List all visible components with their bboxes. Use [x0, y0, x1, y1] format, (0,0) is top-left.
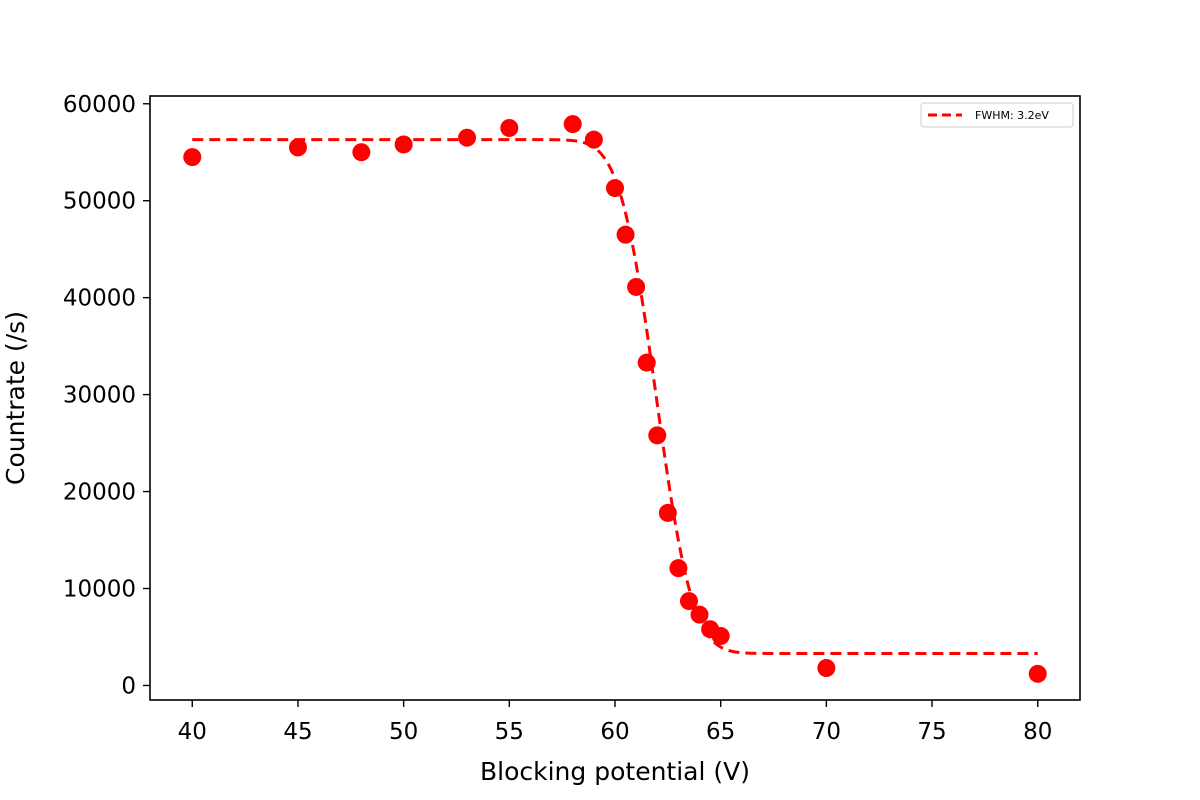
data-point: [563, 115, 582, 134]
x-tick-label: 45: [283, 719, 312, 745]
y-tick-label: 0: [121, 673, 136, 699]
data-point: [458, 128, 477, 147]
data-point: [669, 559, 688, 578]
x-tick-label: 75: [917, 719, 946, 745]
legend: FWHM: 3.2eV: [920, 102, 1074, 128]
data-point: [690, 605, 709, 624]
data-point: [711, 627, 730, 646]
y-tick-label: 50000: [63, 189, 136, 215]
fit-curve: [192, 138, 1038, 655]
data-point: [817, 659, 836, 678]
legend-entry-fit: FWHM: 3.2eV: [975, 109, 1049, 122]
data-point: [288, 138, 307, 157]
y-axis-label: Countrate (/s): [1, 311, 30, 485]
data-point: [352, 143, 371, 162]
y-tick-label: 40000: [63, 286, 136, 312]
y-tick-label: 10000: [63, 577, 136, 603]
data-point: [658, 503, 677, 522]
y-axis-ticks: 0 10000 20000 30000 40000 50000 60000: [63, 92, 150, 699]
data-point: [1028, 664, 1047, 683]
data-point: [616, 225, 635, 244]
y-tick-label: 20000: [63, 480, 136, 506]
data-point: [183, 148, 202, 167]
data-point: [637, 353, 656, 372]
y-tick-label: 60000: [63, 92, 136, 118]
scatter-points-layer: [183, 115, 1047, 683]
legend-box: [920, 102, 1074, 128]
data-point: [606, 179, 624, 198]
x-tick-label: 65: [706, 719, 735, 745]
x-tick-label: 40: [178, 719, 207, 745]
y-tick-label: 30000: [63, 383, 136, 409]
data-point: [500, 118, 519, 137]
x-tick-label: 70: [812, 719, 841, 745]
x-tick-label: 60: [600, 719, 629, 745]
data-point: [584, 130, 603, 149]
x-axis-label: Blocking potential (V): [480, 757, 750, 786]
x-tick-label: 80: [1023, 719, 1052, 745]
x-axis-ticks: 40 45 50 55 60 65 70 75 80: [178, 700, 1052, 745]
data-point: [627, 277, 646, 296]
fit-curve-layer: [192, 138, 1038, 655]
data-point: [648, 426, 667, 445]
x-tick-label: 50: [389, 719, 418, 745]
data-point: [679, 592, 698, 611]
data-point: [394, 135, 413, 154]
x-tick-label: 55: [495, 719, 524, 745]
